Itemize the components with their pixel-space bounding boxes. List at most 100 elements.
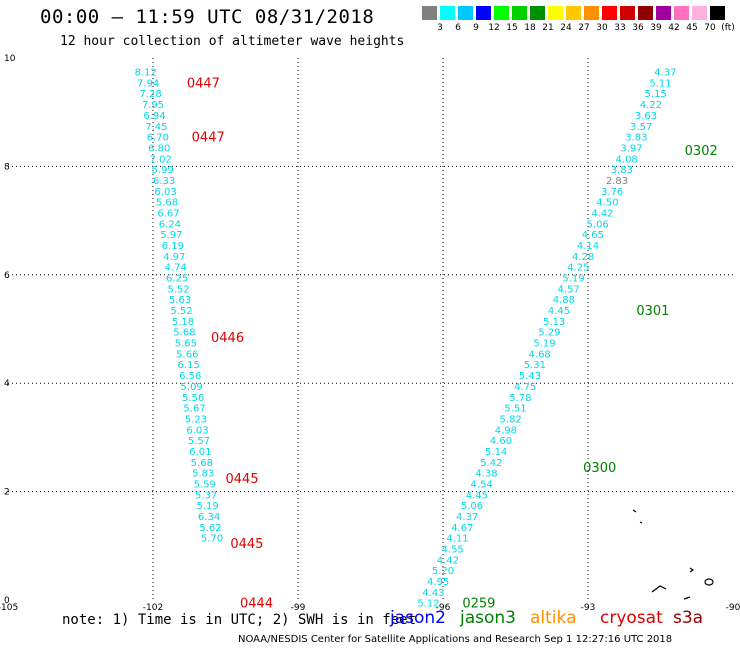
wave-height-value: 6.80 bbox=[148, 143, 170, 154]
wave-height-value: 6.03 bbox=[186, 425, 208, 436]
x-tick-label: -96 bbox=[436, 603, 451, 613]
legend-label: 70 bbox=[704, 23, 716, 33]
wave-height-value: 5.82 bbox=[500, 414, 522, 425]
legend-swatch bbox=[602, 6, 617, 20]
wave-height-value: 4.55 bbox=[442, 545, 464, 556]
wave-height-value: 5.20 bbox=[432, 566, 454, 577]
credit-line: NOAA/NESDIS Center for Satellite Applica… bbox=[238, 634, 673, 645]
wave-height-value: 5.31 bbox=[524, 360, 546, 371]
wave-height-value: 6.34 bbox=[198, 512, 220, 523]
wave-height-value: 5.99 bbox=[152, 165, 174, 176]
x-tick-label: -93 bbox=[581, 603, 596, 613]
legend-label: 21 bbox=[542, 23, 554, 33]
pass-time-label: 0447 bbox=[187, 76, 220, 91]
wave-height-value: 5.68 bbox=[173, 328, 195, 339]
wave-height-value: 4.88 bbox=[553, 295, 575, 306]
wave-height-value: 6.01 bbox=[189, 447, 211, 458]
x-tick-label: -102 bbox=[143, 603, 163, 613]
legend-label: 30 bbox=[596, 23, 608, 33]
wave-height-value: 4.25 bbox=[567, 263, 589, 274]
wave-height-value: 4.08 bbox=[616, 154, 638, 165]
wave-height-value: 3.83 bbox=[625, 133, 647, 144]
wave-height-value: 6.33 bbox=[153, 176, 175, 187]
galapagos-coastline bbox=[632, 509, 714, 600]
wave-height-value: 5.19 bbox=[562, 274, 584, 285]
wave-height-value: 5.37 bbox=[195, 490, 217, 501]
wave-height-value: 5.56 bbox=[182, 393, 204, 404]
map-title: 00:00 – 11:59 UTC 08/31/2018 bbox=[40, 6, 375, 28]
wave-height-value: 4.67 bbox=[451, 523, 473, 534]
wave-height-value: 4.43 bbox=[422, 588, 444, 599]
pass-time-label: 0445 bbox=[230, 537, 263, 552]
wave-height-value: 3.76 bbox=[601, 187, 623, 198]
wave-height-value: 6.03 bbox=[154, 187, 176, 198]
units-note: note: 1) Time is in UTC; 2) SWH is in fe… bbox=[62, 612, 417, 628]
axis-ticks: -105 -102 -99 -96 -93 -90 0 2 4 6 8 10 bbox=[0, 54, 740, 613]
wave-height-value: 4.65 bbox=[582, 230, 604, 241]
legend-label: 27 bbox=[578, 23, 590, 33]
satellite-name: jason2 bbox=[390, 608, 446, 628]
wave-height-value: 3.97 bbox=[620, 143, 642, 154]
pass-time-label: 0444 bbox=[240, 597, 273, 612]
pass-time-label: 0301 bbox=[636, 304, 669, 319]
wave-height-value: 5.13 bbox=[543, 317, 565, 328]
wave-height-value: 4.37 bbox=[456, 512, 478, 523]
legend-label: 12 bbox=[488, 23, 500, 33]
pass-time-label: 0302 bbox=[685, 144, 718, 159]
pass-time-label: 0447 bbox=[192, 131, 225, 146]
pass-time-label: 0300 bbox=[583, 461, 616, 476]
grid-lines bbox=[8, 58, 733, 600]
pass-time-label: 0259 bbox=[462, 597, 495, 612]
wave-height-value: 5.97 bbox=[160, 230, 182, 241]
legend-swatch bbox=[422, 6, 437, 20]
wave-height-value: 4.68 bbox=[529, 349, 551, 360]
wave-height-value: 4.37 bbox=[654, 68, 676, 79]
wave-height-value: 4.95 bbox=[427, 577, 449, 588]
wave-height-value: 6.70 bbox=[147, 133, 169, 144]
wave-height-value: 5.43 bbox=[519, 371, 541, 382]
legend-swatch bbox=[458, 6, 473, 20]
legend-swatch bbox=[476, 6, 491, 20]
wave-height-value: 5.14 bbox=[485, 447, 507, 458]
wave-height-value: 2.83 bbox=[606, 176, 628, 187]
wave-height-value: 5.12 bbox=[417, 599, 439, 610]
wave-height-value: 4.74 bbox=[165, 263, 187, 274]
wave-height-value: 4.28 bbox=[572, 252, 594, 263]
wave-height-value: 5.63 bbox=[169, 295, 191, 306]
wave-height-value: 5.42 bbox=[480, 458, 502, 469]
legend-label: 45 bbox=[686, 23, 698, 33]
wave-height-value: 6.19 bbox=[162, 241, 184, 252]
pass-time-label: 0445 bbox=[226, 472, 259, 487]
legend-swatch bbox=[620, 6, 635, 20]
wave-height-value: 3.57 bbox=[630, 122, 652, 133]
wave-height-value: 4.38 bbox=[475, 469, 497, 480]
wave-height-value: 7.28 bbox=[139, 89, 161, 100]
wave-height-value: 4.98 bbox=[495, 425, 517, 436]
legend-swatch bbox=[710, 6, 725, 20]
legend-swatch bbox=[692, 6, 707, 20]
wave-height-value: 7.45 bbox=[145, 122, 167, 133]
legend-label: 6 bbox=[455, 23, 461, 33]
y-tick-label: 2 bbox=[4, 488, 10, 498]
y-tick-label: 8 bbox=[4, 162, 10, 172]
wave-height-value: 4.75 bbox=[514, 382, 536, 393]
wave-height-value: 4.54 bbox=[471, 479, 493, 490]
wave-height-value: 6.15 bbox=[178, 360, 200, 371]
legend-swatch bbox=[512, 6, 527, 20]
wave-height-value: 6.67 bbox=[157, 208, 179, 219]
legend-label: 18 bbox=[524, 23, 536, 33]
wave-height-value: 6.25 bbox=[166, 274, 188, 285]
satellite-name: s3a bbox=[673, 608, 704, 628]
wave-height-value: 5.66 bbox=[176, 349, 198, 360]
wave-height-value: 8.12 bbox=[135, 68, 157, 79]
legend-swatch bbox=[656, 6, 671, 20]
wave-height-value: 6.56 bbox=[179, 371, 201, 382]
x-tick-label: -105 bbox=[0, 603, 18, 613]
wave-height-value: 7.94 bbox=[137, 78, 159, 89]
wave-height-value: 4.45 bbox=[466, 490, 488, 501]
wave-height-value: 5.15 bbox=[645, 89, 667, 100]
wave-height-value: 5.51 bbox=[504, 404, 526, 415]
legend-swatch bbox=[440, 6, 455, 20]
satellite-name: jason3 bbox=[460, 608, 516, 628]
